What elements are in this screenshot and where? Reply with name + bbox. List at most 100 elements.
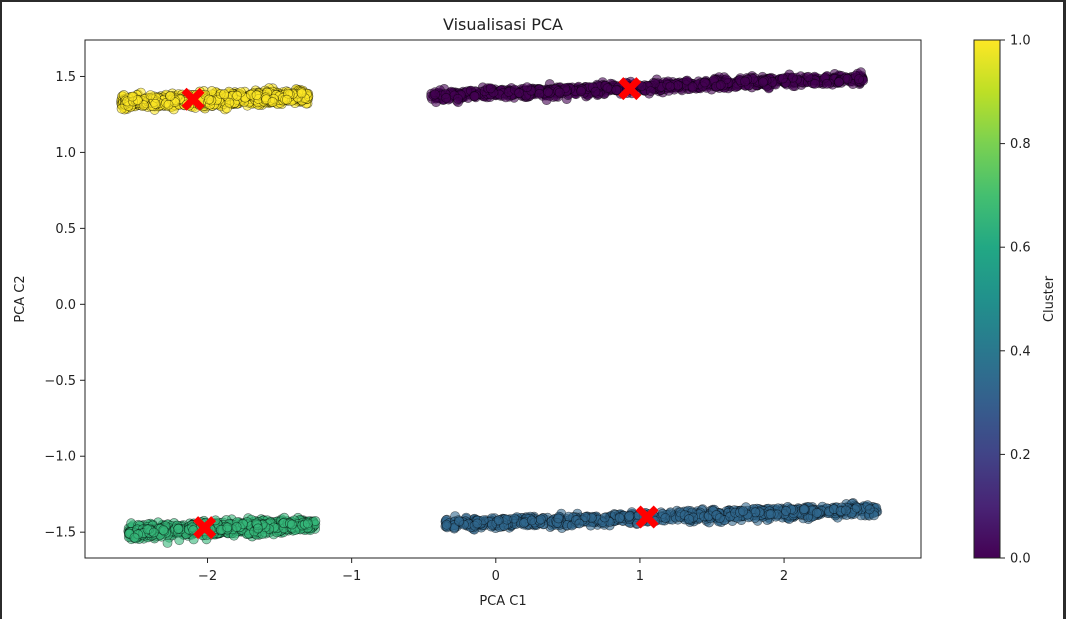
scatter-point-cluster-0: [715, 80, 726, 90]
scatter-point-cluster-2: [454, 516, 465, 527]
x-tick-label: −1: [342, 569, 361, 584]
scatter-point-cluster-0: [682, 75, 692, 86]
scatter-point-cluster-1: [219, 89, 230, 100]
y-tick-label: 1.5: [55, 70, 76, 85]
y-tick-label: −0.5: [44, 374, 76, 389]
scatter-point-cluster-2: [765, 509, 776, 520]
scatter-point-cluster-0: [534, 89, 545, 99]
scatter-point-cluster-2: [501, 514, 512, 525]
scatter-point-cluster-3: [129, 532, 140, 543]
scatter-point-cluster-0: [554, 87, 565, 98]
scatter-point-cluster-1: [251, 90, 262, 101]
scatter-point-cluster-2: [840, 505, 851, 516]
scatter-point-cluster-2: [441, 519, 452, 530]
scatter-point-cluster-0: [700, 77, 710, 88]
scatter-point-cluster-0: [514, 88, 525, 98]
scatter-point-cluster-0: [803, 71, 814, 82]
scatter-point-cluster-0: [687, 81, 698, 92]
scatter-point-cluster-2: [738, 506, 748, 516]
scatter-point-cluster-1: [232, 90, 242, 101]
scatter-point-cluster-2: [493, 515, 504, 526]
y-tick-label: −1.0: [44, 450, 76, 465]
scatter-point-cluster-1: [163, 99, 174, 110]
scatter-point-cluster-3: [302, 518, 313, 529]
y-axis-ticks: −1.5 −1.0 −0.5 0.0 0.5 1.0 1.5: [44, 70, 85, 541]
scatter-point-cluster-0: [576, 86, 586, 97]
scatter-point-cluster-3: [253, 523, 263, 534]
scatter-point-cluster-2: [851, 502, 862, 513]
scatter-point-cluster-0: [590, 86, 601, 97]
scatter-point-cluster-2: [526, 515, 537, 526]
scatter-point-cluster-1: [145, 90, 156, 100]
scatter-point-cluster-0: [854, 74, 864, 84]
scatter-point-cluster-1: [267, 97, 278, 107]
y-tick-label: 0.5: [55, 222, 76, 237]
scatter-point-cluster-1: [165, 91, 176, 101]
scatter-point-cluster-1: [296, 88, 307, 99]
y-tick-label: 1.0: [55, 146, 76, 161]
scatter-point-cluster-0: [469, 91, 480, 102]
scatter-point-cluster-0: [645, 86, 656, 96]
scatter-point-cluster-0: [810, 78, 820, 89]
scatter-point-cluster-2: [684, 514, 694, 525]
scatter-point-cluster-2: [624, 511, 635, 521]
y-tick-label: −1.5: [44, 526, 76, 541]
scatter-point-cluster-1: [204, 94, 214, 105]
chart-title: Visualisasi PCA: [443, 15, 563, 34]
scatter-point-cluster-2: [799, 504, 809, 515]
scatter-point-cluster-0: [842, 73, 853, 84]
scatter-points: [116, 67, 883, 548]
colorbar-tick-label: 0.4: [1010, 344, 1031, 359]
x-axis-label: PCA C1: [479, 594, 526, 609]
scatter-point-cluster-2: [714, 513, 725, 523]
scatter-point-cluster-3: [222, 522, 233, 533]
scatter-point-cluster-0: [543, 87, 553, 97]
x-tick-label: 1: [636, 569, 644, 584]
scatter-point-cluster-0: [430, 89, 440, 100]
scatter-point-cluster-1: [150, 98, 161, 109]
scatter-point-cluster-0: [485, 83, 496, 94]
scatter-point-cluster-0: [834, 77, 844, 87]
x-tick-label: 2: [780, 569, 788, 584]
scatter-point-cluster-0: [452, 93, 463, 104]
scatter-point-cluster-0: [611, 85, 622, 95]
colorbar-tick-label: 0.6: [1010, 241, 1031, 256]
scatter-point-cluster-0: [740, 76, 750, 87]
scatter-point-cluster-3: [231, 522, 242, 532]
scatter-point-cluster-0: [787, 72, 798, 83]
colorbar: [974, 40, 1000, 558]
scatter-point-cluster-0: [441, 93, 452, 103]
scatter-point-cluster-0: [822, 78, 832, 89]
x-tick-label: 0: [492, 569, 500, 584]
scatter-point-cluster-1: [281, 94, 292, 105]
scatter-point-cluster-2: [781, 505, 791, 516]
colorbar-tick-label: 0.8: [1010, 137, 1031, 152]
colorbar-tick-label: 0.0: [1010, 552, 1031, 567]
scatter-point-cluster-2: [574, 518, 585, 529]
scatter-point-cluster-2: [553, 513, 564, 524]
scatter-point-cluster-2: [614, 513, 625, 523]
scatter-point-cluster-2: [535, 514, 546, 525]
scatter-point-cluster-3: [286, 519, 297, 530]
scatter-point-cluster-3: [148, 527, 159, 538]
scatter-point-cluster-2: [864, 504, 875, 515]
scatter-point-cluster-0: [778, 73, 788, 84]
colorbar-label: Cluster: [1042, 275, 1057, 322]
y-tick-label: 0.0: [55, 298, 76, 313]
scatter-point-cluster-1: [127, 91, 138, 102]
scatter-point-cluster-0: [602, 83, 613, 94]
centroid-markers: [181, 77, 659, 540]
scatter-point-cluster-0: [522, 82, 532, 92]
scatter-point-cluster-3: [158, 525, 169, 535]
scatter-point-cluster-2: [472, 518, 483, 529]
scatter-point-cluster-2: [812, 508, 822, 518]
x-axis-ticks: −2 −1 0 1 2: [198, 558, 788, 584]
scatter-point-cluster-1: [224, 97, 235, 108]
scatter-point-cluster-3: [173, 524, 184, 534]
colorbar-tick-label: 1.0: [1010, 34, 1031, 49]
scatter-point-cluster-0: [758, 77, 768, 88]
plot-area-border: [84, 39, 922, 559]
colorbar-tick-label: 0.2: [1010, 448, 1031, 463]
scatter-point-cluster-2: [599, 512, 610, 523]
